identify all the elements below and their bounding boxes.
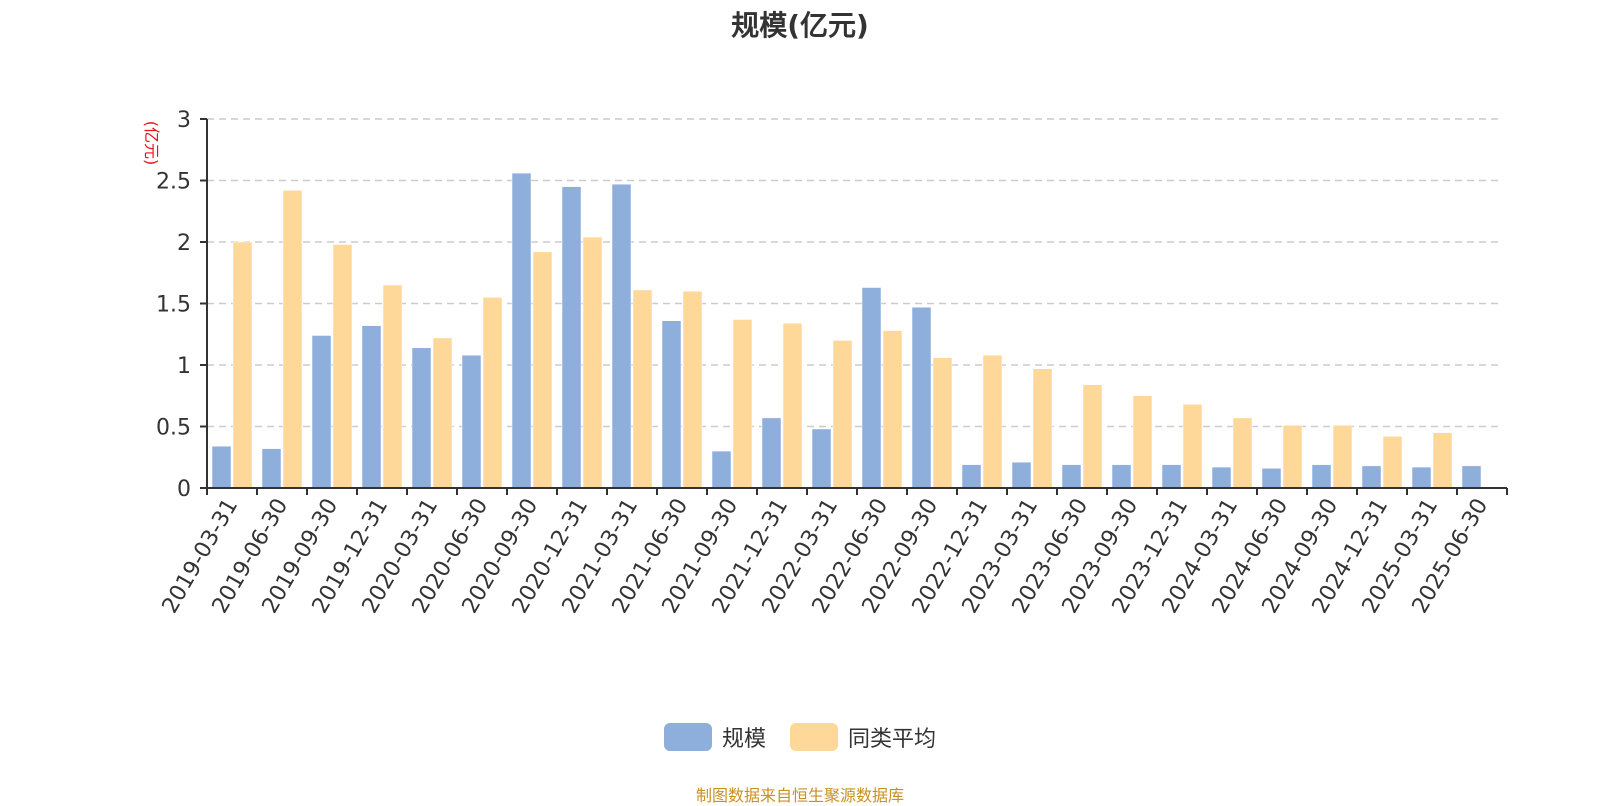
y-tick-labels: 0 0.5 1 1.5 2 2.5 3 [156, 108, 191, 502]
bar-scale[interactable] [1161, 464, 1182, 489]
bar-scale[interactable] [1361, 465, 1382, 489]
bar-scale[interactable] [1311, 464, 1332, 489]
bar-peer-average[interactable] [1332, 425, 1353, 489]
bar-peer-average[interactable] [232, 241, 253, 489]
bar-scale[interactable] [461, 354, 482, 489]
bar-peer-average[interactable] [482, 297, 503, 489]
bar-peer-average[interactable] [532, 251, 553, 489]
bar-scale[interactable] [961, 464, 982, 489]
bar-scale[interactable] [911, 306, 932, 489]
bar-peer-average[interactable] [282, 190, 303, 489]
bar-peer-average[interactable] [1382, 436, 1403, 489]
bar-scale[interactable] [1211, 466, 1232, 489]
legend-swatch-scale [663, 723, 712, 751]
legend-label-scale: 规模 [721, 727, 766, 752]
bar-peer-average[interactable] [582, 236, 603, 489]
bar-scale[interactable] [511, 172, 532, 489]
bar-scale[interactable] [861, 287, 882, 489]
bar-scale[interactable] [611, 183, 632, 489]
bar-peer-average[interactable] [1032, 368, 1053, 489]
bar-scale[interactable] [761, 417, 782, 489]
bar-peer-average[interactable] [1182, 404, 1203, 489]
y-tick-label: 0 [177, 477, 191, 502]
y-tick-label: 2 [177, 231, 191, 256]
bar-peer-average[interactable] [832, 340, 853, 489]
legend: 规模 同类平均 [0, 721, 1600, 753]
bar-scale[interactable] [411, 347, 432, 489]
bar-peer-average[interactable] [432, 337, 453, 489]
bar-scale[interactable] [361, 325, 382, 489]
bar-scale[interactable] [1061, 464, 1082, 489]
bar-scale[interactable] [1111, 464, 1132, 489]
legend-swatch-peer-average [790, 723, 838, 751]
bar-scale[interactable] [1261, 468, 1282, 489]
bar-scale[interactable] [1411, 466, 1432, 489]
bar-scale[interactable] [311, 335, 332, 489]
bar-peer-average[interactable] [1282, 425, 1303, 489]
y-tick-label: 2.5 [156, 170, 191, 195]
bars [211, 172, 1482, 489]
bar-peer-average[interactable] [932, 357, 953, 489]
bar-scale[interactable] [261, 448, 282, 489]
legend-item-peer-average[interactable]: 同类平均 [790, 721, 936, 753]
bar-peer-average[interactable] [1082, 384, 1103, 489]
bar-peer-average[interactable] [732, 319, 753, 489]
legend-label-peer-average: 同类平均 [848, 727, 937, 752]
bar-peer-average[interactable] [1232, 417, 1253, 489]
bar-peer-average[interactable] [682, 290, 703, 489]
bar-scale[interactable] [1461, 465, 1482, 489]
bar-scale[interactable] [811, 428, 832, 489]
bar-peer-average[interactable] [1132, 395, 1153, 489]
bar-scale[interactable] [711, 450, 732, 489]
bar-peer-average[interactable] [632, 289, 653, 489]
bar-peer-average[interactable] [1432, 432, 1453, 489]
bar-peer-average[interactable] [382, 284, 403, 489]
y-tick-label: 0.5 [156, 416, 191, 441]
y-axis-unit-label: (亿元) [142, 121, 161, 166]
bar-peer-average[interactable] [982, 354, 1003, 489]
chart-title: 规模(亿元) [731, 9, 869, 42]
x-tick-labels: 2019-03-312019-06-302019-09-302019-12-31… [158, 495, 1494, 618]
y-tick-label: 1.5 [156, 293, 191, 318]
bar-peer-average[interactable] [332, 244, 353, 489]
bar-scale[interactable] [211, 445, 232, 489]
legend-item-scale[interactable]: 规模 [663, 721, 766, 753]
bar-peer-average[interactable] [882, 330, 903, 489]
y-tick-label: 3 [177, 108, 191, 133]
axes [200, 118, 1508, 495]
y-tick-label: 1 [177, 354, 191, 379]
bar-peer-average[interactable] [782, 322, 803, 489]
bar-scale[interactable] [561, 186, 582, 489]
bar-scale[interactable] [661, 320, 682, 489]
source-note: 制图数据来自恒生聚源数据库 [695, 786, 904, 805]
bar-scale[interactable] [1011, 461, 1032, 489]
